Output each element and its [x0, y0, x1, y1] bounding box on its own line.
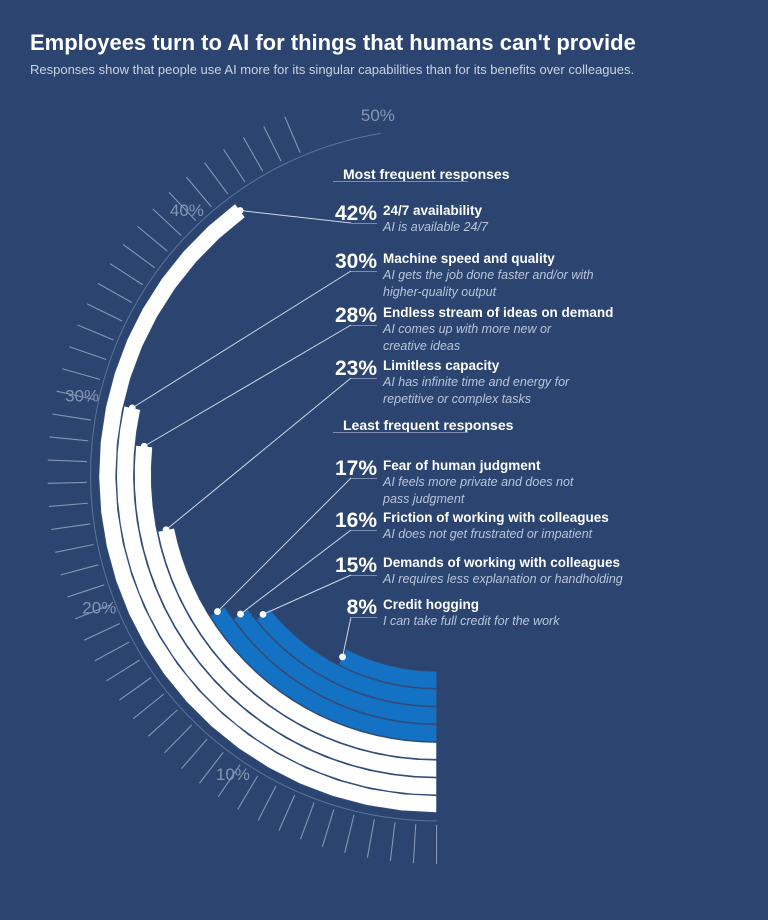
- svg-text:20%: 20%: [82, 599, 116, 618]
- svg-text:10%: 10%: [216, 765, 250, 784]
- svg-text:30%: 30%: [65, 386, 99, 405]
- svg-text:40%: 40%: [170, 201, 204, 220]
- svg-text:50%: 50%: [361, 106, 395, 125]
